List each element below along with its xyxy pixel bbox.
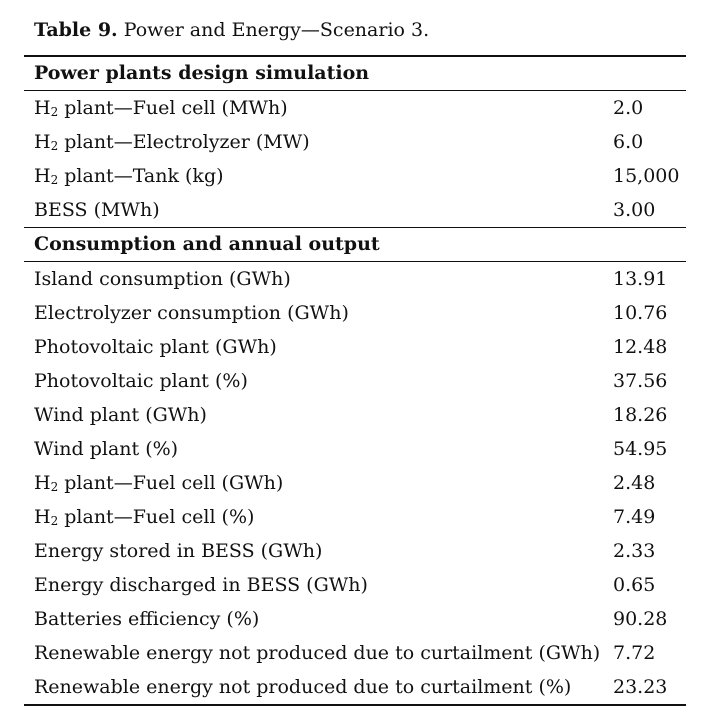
section-heading: Power plants design simulation — [24, 55, 603, 91]
table-row: Wind plant (GWh) 18.26 — [24, 398, 686, 432]
row-label: H2 plant—Tank (kg) — [24, 159, 603, 193]
h2-symbol-subscript: 2 — [50, 173, 59, 187]
row-label-text: Wind plant (GWh) — [34, 404, 207, 426]
row-label-text: Wind plant (%) — [34, 438, 179, 460]
row-value: 90.28 — [613, 608, 668, 630]
row-value: 2.33 — [613, 540, 656, 562]
row-value: 10.76 — [613, 302, 668, 324]
row-label-text: plant—Fuel cell (MWh) — [58, 97, 288, 119]
table-title: Power and Energy—Scenario 3. — [117, 19, 430, 41]
table-row: BESS (MWh) 3.00 — [24, 193, 686, 228]
row-label-text: plant—Tank (kg) — [58, 165, 224, 187]
h2-symbol-subscript: 2 — [50, 514, 59, 528]
row-label: Renewable energy not produced due to cur… — [24, 670, 603, 706]
table-body: Power plants design simulation H2 plant—F… — [24, 55, 686, 706]
table-row: Photovoltaic plant (GWh) 12.48 — [24, 330, 686, 364]
table-row: H2 plant—Fuel cell (%) 7.49 — [24, 500, 686, 534]
row-label: Batteries efficiency (%) — [24, 602, 603, 636]
energy-table: Power plants design simulation H2 plant—F… — [24, 55, 686, 706]
h2-symbol-base: H — [34, 506, 51, 528]
h2-symbol-base: H — [34, 131, 51, 153]
section-header-row: Power plants design simulation — [24, 55, 686, 91]
h2-symbol-subscript: 2 — [50, 480, 59, 494]
row-value: 7.49 — [613, 506, 656, 528]
row-label: H2 plant—Electrolyzer (MW) — [24, 125, 603, 159]
section-heading-empty-cell — [603, 55, 686, 91]
row-label-text: plant—Fuel cell (%) — [58, 506, 255, 528]
row-value: 0.65 — [613, 574, 656, 596]
row-label-text: Island consumption (GWh) — [34, 268, 291, 290]
row-value: 7.72 — [613, 642, 656, 664]
row-value: 2.0 — [613, 97, 644, 119]
table-row: Photovoltaic plant (%) 37.56 — [24, 364, 686, 398]
section-heading: Consumption and annual output — [24, 227, 603, 262]
row-label: Photovoltaic plant (%) — [24, 364, 603, 398]
row-label: Photovoltaic plant (GWh) — [24, 330, 603, 364]
row-label-text: Photovoltaic plant (GWh) — [34, 336, 277, 358]
table-caption: Table 9. Power and Energy—Scenario 3. — [34, 18, 429, 42]
row-value: 54.95 — [613, 438, 668, 460]
table-row: Electrolyzer consumption (GWh) 10.76 — [24, 296, 686, 330]
table-row: Renewable energy not produced due to cur… — [24, 636, 686, 670]
row-value: 3.00 — [613, 199, 656, 221]
h2-symbol-subscript: 2 — [50, 105, 59, 119]
h2-symbol-base: H — [34, 165, 51, 187]
row-label-text: BESS (MWh) — [34, 199, 160, 221]
h2-symbol-base: H — [34, 97, 51, 119]
row-value: 13.91 — [613, 268, 668, 290]
section-header-row: Consumption and annual output — [24, 227, 686, 262]
row-label-text: Renewable energy not produced due to cur… — [34, 642, 601, 664]
row-label: Island consumption (GWh) — [24, 262, 603, 297]
table-row: H2 plant—Electrolyzer (MW) 6.0 — [24, 125, 686, 159]
table-row: H2 plant—Tank (kg) 15,000 — [24, 159, 686, 193]
table-row: Energy stored in BESS (GWh) 2.33 — [24, 534, 686, 568]
row-value: 6.0 — [613, 131, 644, 153]
row-label: BESS (MWh) — [24, 193, 603, 228]
row-label: H2 plant—Fuel cell (MWh) — [24, 91, 603, 126]
row-label-text: Energy discharged in BESS (GWh) — [34, 574, 368, 596]
table-row: Renewable energy not produced due to cur… — [24, 670, 686, 706]
table-row: Batteries efficiency (%) 90.28 — [24, 602, 686, 636]
row-label: Electrolyzer consumption (GWh) — [24, 296, 603, 330]
table-row: Wind plant (%) 54.95 — [24, 432, 686, 466]
row-label: Energy stored in BESS (GWh) — [24, 534, 603, 568]
row-label: H2 plant—Fuel cell (%) — [24, 500, 603, 534]
row-label-text: Energy stored in BESS (GWh) — [34, 540, 323, 562]
table-row: H2 plant—Fuel cell (GWh) 2.48 — [24, 466, 686, 500]
row-value: 37.56 — [613, 370, 668, 392]
table-number: Table 9. — [34, 19, 118, 41]
row-label: Wind plant (GWh) — [24, 398, 603, 432]
row-label-text: plant—Electrolyzer (MW) — [58, 131, 310, 153]
row-label-text: Renewable energy not produced due to cur… — [34, 676, 572, 698]
row-label: Energy discharged in BESS (GWh) — [24, 568, 603, 602]
row-label: Renewable energy not produced due to cur… — [24, 636, 603, 670]
row-label-text: plant—Fuel cell (GWh) — [58, 472, 284, 494]
data-table: Power plants design simulation H2 plant—F… — [24, 55, 686, 706]
table-row: Energy discharged in BESS (GWh) 0.65 — [24, 568, 686, 602]
row-value: 18.26 — [613, 404, 668, 426]
row-value: 15,000 — [613, 165, 680, 187]
row-value: 23.23 — [603, 670, 686, 706]
row-label-text: Batteries efficiency (%) — [34, 608, 260, 630]
row-value: 12.48 — [613, 336, 668, 358]
table-row: H2 plant—Fuel cell (MWh) 2.0 — [24, 91, 686, 126]
h2-symbol-base: H — [34, 472, 51, 494]
h2-symbol-subscript: 2 — [50, 139, 59, 153]
row-label: Wind plant (%) — [24, 432, 603, 466]
table-row: Island consumption (GWh) 13.91 — [24, 262, 686, 297]
row-label-text: Photovoltaic plant (%) — [34, 370, 248, 392]
row-label: H2 plant—Fuel cell (GWh) — [24, 466, 603, 500]
row-value: 2.48 — [613, 472, 656, 494]
row-label-text: Electrolyzer consumption (GWh) — [34, 302, 349, 324]
section-heading-empty-cell — [603, 227, 686, 262]
